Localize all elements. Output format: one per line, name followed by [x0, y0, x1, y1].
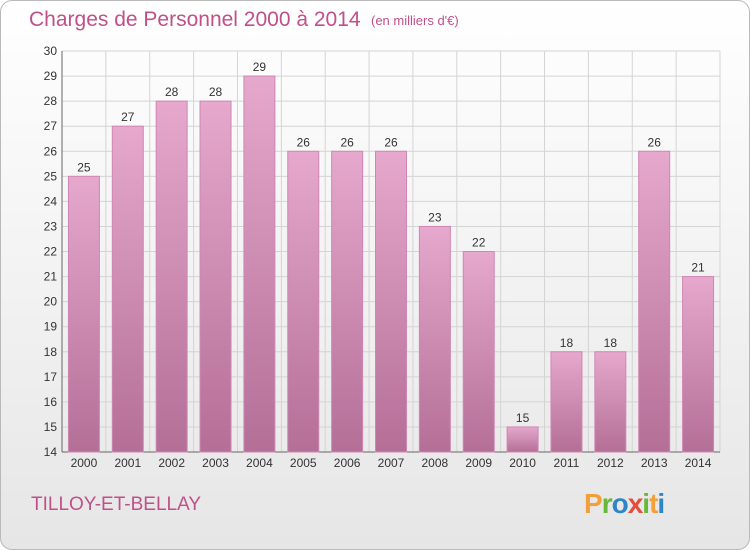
y-tick-label: 29	[44, 69, 58, 83]
x-tick-label: 2007	[378, 456, 405, 470]
bars	[67, 75, 715, 453]
bar	[375, 150, 407, 453]
x-tick-label: 2011	[554, 456, 580, 470]
y-tick-label: 26	[44, 144, 58, 158]
data-label: 15	[516, 411, 530, 425]
data-label: 26	[297, 135, 311, 149]
bar	[594, 351, 627, 453]
bar	[287, 150, 320, 453]
y-tick-label: 17	[44, 370, 58, 384]
y-tick-label: 19	[44, 320, 58, 334]
bar	[462, 251, 495, 453]
bar	[638, 150, 671, 453]
data-label: 18	[560, 336, 574, 350]
data-label: 26	[384, 135, 398, 149]
x-tick-label: 2010	[509, 456, 536, 470]
bar	[682, 276, 715, 453]
x-tick-label: 2014	[685, 456, 712, 470]
bar	[550, 351, 583, 453]
y-tick-label: 30	[44, 44, 58, 58]
data-label: 18	[604, 336, 618, 350]
x-tick-label: 2003	[202, 456, 229, 470]
data-label: 28	[209, 85, 223, 99]
commune-name: TILLOY-ET-BELLAY	[31, 494, 202, 515]
data-label: 26	[648, 135, 662, 149]
data-label: 28	[165, 85, 179, 99]
data-label: 27	[121, 110, 135, 124]
x-tick-label: 2008	[422, 456, 449, 470]
y-tick-label: 21	[44, 270, 58, 284]
y-tick-label: 16	[44, 395, 58, 409]
y-tick-label: 23	[44, 219, 58, 233]
data-label: 25	[77, 160, 91, 174]
x-tick-label: 2013	[641, 456, 668, 470]
x-tick-label: 2001	[114, 456, 141, 470]
y-tick-label: 20	[44, 295, 58, 309]
bar	[155, 100, 188, 453]
chart-subtitle: (en milliers d'€)	[371, 13, 459, 28]
y-tick-label: 18	[44, 345, 58, 359]
bar	[199, 100, 232, 453]
x-tick-label: 2012	[597, 456, 624, 470]
bar	[506, 426, 539, 453]
x-tick-label: 2005	[290, 456, 317, 470]
data-label: 22	[472, 236, 486, 250]
proxiti-logo: Proxiti	[584, 488, 665, 519]
x-tick-label: 2004	[246, 456, 273, 470]
y-tick-label: 27	[44, 119, 58, 133]
data-labels: 25 27 28 28 29 26 26 26 23 22 15 18 18 26 21	[77, 60, 705, 425]
bar	[418, 225, 451, 453]
data-label: 21	[691, 261, 705, 275]
data-label: 26	[340, 135, 354, 149]
y-tick-label: 22	[44, 245, 58, 259]
y-tick-label: 28	[44, 94, 58, 108]
x-tick-label: 2000	[71, 456, 98, 470]
x-tick-label: 2006	[334, 456, 361, 470]
bar	[243, 75, 276, 453]
y-tick-label: 15	[44, 420, 58, 434]
x-tick-label: 2009	[465, 456, 492, 470]
chart-title: Charges de Personnel 2000 à 2014	[29, 8, 361, 31]
x-tick-label: 2002	[158, 456, 185, 470]
bar	[111, 125, 144, 453]
axes: 14 15 16 17 18 19 20 21 22 23 24 25 26 27 28 29 30 2000 20…	[44, 44, 720, 470]
bar	[67, 175, 100, 453]
y-tick-label: 24	[44, 194, 58, 208]
data-label: 29	[253, 60, 267, 74]
y-tick-label: 25	[44, 169, 58, 183]
bar	[331, 150, 364, 453]
y-tick-label: 14	[44, 445, 58, 459]
data-label: 23	[428, 210, 442, 224]
